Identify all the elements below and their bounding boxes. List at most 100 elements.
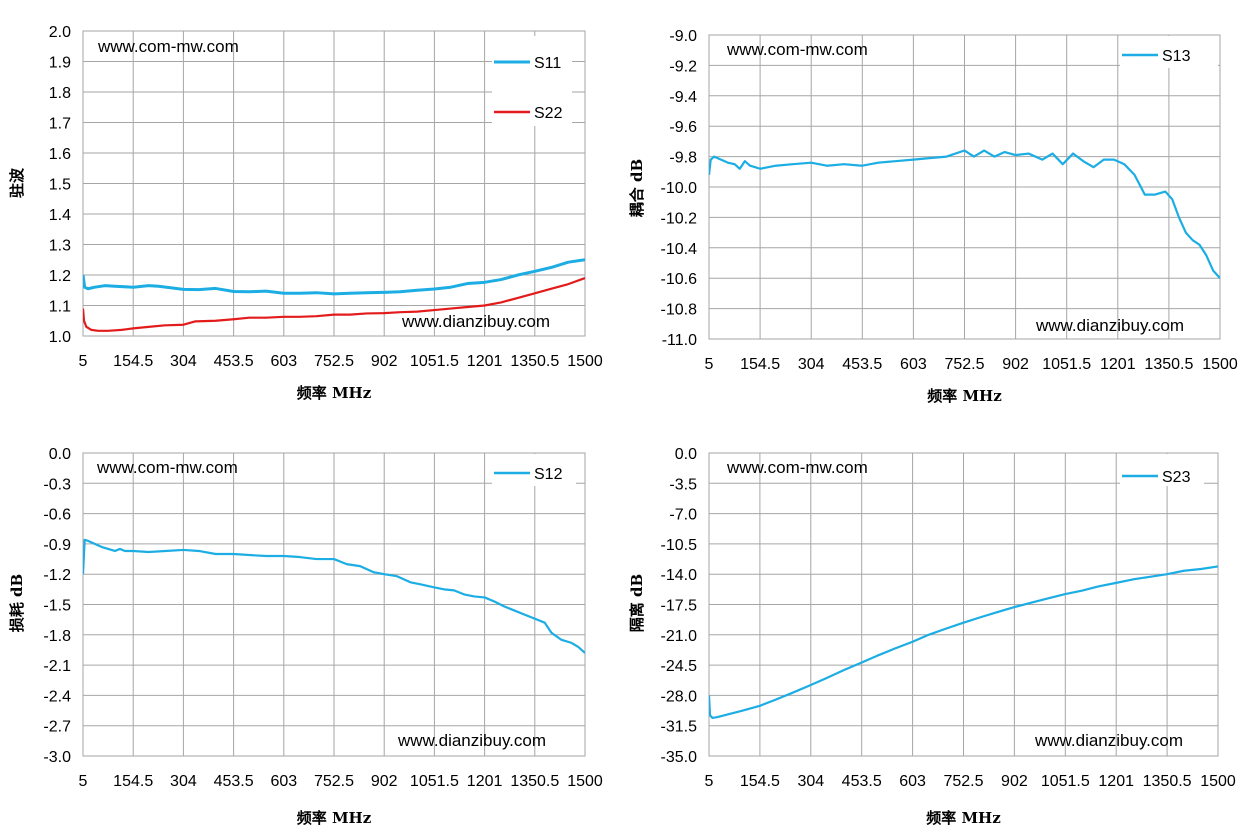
y-tick-label: -35.0 xyxy=(661,749,698,766)
y-tick-label: -10.2 xyxy=(661,210,698,227)
watermark-top: www.com-mw.com xyxy=(97,37,239,56)
y-tick-label: -0.9 xyxy=(43,537,71,554)
y-tick-label: -24.5 xyxy=(661,658,698,675)
x-tick-label: 1201 xyxy=(467,353,503,370)
legend-label-s23: S23 xyxy=(1162,469,1191,486)
y-axis-title: 驻波 xyxy=(8,167,26,198)
y-tick-label: 0.0 xyxy=(49,446,71,463)
x-tick-label: 902 xyxy=(1002,356,1029,373)
x-tick-label: 1201 xyxy=(1098,773,1134,790)
x-tick-label: 1051.5 xyxy=(410,773,459,790)
y-tick-label: -9.0 xyxy=(669,28,697,45)
y-tick-label: 1.8 xyxy=(49,85,71,102)
y-tick-label: -2.7 xyxy=(43,719,71,736)
x-tick-label: 304 xyxy=(797,773,824,790)
x-tick-label: 603 xyxy=(900,356,927,373)
x-tick-label: 1350.5 xyxy=(1144,356,1193,373)
x-tick-label: 902 xyxy=(1001,773,1028,790)
y-tick-label: -10.4 xyxy=(661,241,698,258)
y-tick-label: 1.9 xyxy=(49,55,71,72)
chart-1: 1.0 1.1 1.2 1.3 1.4 1.5 1.6 1.7 1.8 1.9 2.0 5 154.5 3… xyxy=(8,24,603,402)
x-tick-label: 5 xyxy=(79,353,88,370)
plot-frame xyxy=(708,34,1221,340)
y-tick-label: -0.3 xyxy=(43,476,71,493)
y-tick-label: -9.2 xyxy=(669,58,697,75)
x-tick-label: 752.5 xyxy=(314,353,354,370)
x-tick-label: 1350.5 xyxy=(510,353,559,370)
legend-label-s22: S22 xyxy=(534,105,563,122)
legend-label-s12: S12 xyxy=(534,466,563,483)
x-tick-label: 453.5 xyxy=(842,356,882,373)
x-tick-label: 453.5 xyxy=(214,773,254,790)
y-tick-label: -17.5 xyxy=(661,598,698,615)
x-tick-label: 453.5 xyxy=(842,773,882,790)
x-tick-label: 154.5 xyxy=(113,773,153,790)
x-tick-label: 1350.5 xyxy=(510,773,559,790)
y-axis-title: 隔离 dB xyxy=(628,574,646,632)
y-tick-label: 1.5 xyxy=(49,177,71,194)
series-line-s12 xyxy=(83,538,585,654)
y-tick-label: 1.1 xyxy=(49,299,71,316)
plot-frame xyxy=(82,452,586,757)
x-tick-label: 5 xyxy=(79,773,88,790)
chart-3: -3.0 -2.7 -2.4 -2.1 -1.8 -1.5 -1.2 -0.9 -0.6 -0.3… xyxy=(8,446,603,827)
x-tick-label: 752.5 xyxy=(943,773,983,790)
x-tick-label: 1051.5 xyxy=(410,353,459,370)
x-tick-label: 902 xyxy=(371,773,398,790)
y-tick-label: -1.8 xyxy=(43,628,71,645)
legend-label-s11: S11 xyxy=(534,55,561,72)
y-tick-label: -14.0 xyxy=(661,567,698,584)
y-tick-label: 1.7 xyxy=(49,116,71,133)
x-tick-label: 1350.5 xyxy=(1143,773,1192,790)
series-line-s23 xyxy=(709,565,1218,720)
watermark-bottom: www.dianzibuy.com xyxy=(397,731,546,750)
y-tick-label: 1.6 xyxy=(49,146,71,163)
x-tick-label: 1201 xyxy=(1100,356,1136,373)
legend-box xyxy=(1120,454,1204,486)
x-tick-label: 752.5 xyxy=(314,773,354,790)
series-line-s13 xyxy=(709,149,1220,279)
legend-box xyxy=(1120,36,1218,68)
y-tick-label: 1.2 xyxy=(49,268,71,285)
series-line-s11 xyxy=(83,258,585,296)
x-tick-label: 1201 xyxy=(467,773,503,790)
watermark-bottom: www.dianzibuy.com xyxy=(401,312,550,331)
x-tick-label: 603 xyxy=(899,773,926,790)
x-tick-label: 154.5 xyxy=(740,356,780,373)
y-tick-label: -10.0 xyxy=(661,180,698,197)
x-axis-title: 频率 MHz xyxy=(927,387,1002,405)
x-tick-label: 154.5 xyxy=(113,353,153,370)
y-tick-label: -28.0 xyxy=(661,688,698,705)
y-tick-label: -2.1 xyxy=(43,658,71,675)
y-tick-label: 0.0 xyxy=(675,446,697,463)
y-tick-label: -9.8 xyxy=(669,150,697,167)
x-tick-label: 1051.5 xyxy=(1041,773,1090,790)
y-tick-label: -31.5 xyxy=(661,719,698,736)
x-tick-label: 1500 xyxy=(567,353,603,370)
chart-4: -35.0 -31.5 -28.0 -24.5 -21.0 -17.5 -14.0 -10.5… xyxy=(628,446,1236,827)
x-tick-label: 752.5 xyxy=(944,356,984,373)
x-tick-label: 304 xyxy=(170,353,197,370)
y-tick-label: 1.4 xyxy=(49,207,71,224)
x-tick-label: 1051.5 xyxy=(1042,356,1091,373)
x-axis-title: 频率 MHz xyxy=(297,809,372,827)
watermark-bottom: www.dianzibuy.com xyxy=(1034,731,1183,750)
y-tick-label: -9.4 xyxy=(669,89,697,106)
watermark-top: www.com-mw.com xyxy=(96,458,238,477)
y-tick-label: -0.6 xyxy=(43,507,71,524)
y-tick-label: -3.5 xyxy=(669,476,697,493)
x-tick-label: 5 xyxy=(705,356,714,373)
legend-box xyxy=(492,454,576,486)
series-line-s22 xyxy=(83,277,585,332)
y-axis-title: 损耗 dB xyxy=(8,574,26,632)
y-tick-label: -21.0 xyxy=(661,628,698,645)
x-tick-label: 154.5 xyxy=(740,773,780,790)
x-tick-label: 5 xyxy=(705,773,714,790)
plot-frame xyxy=(82,30,586,337)
x-axis-title: 频率 MHz xyxy=(297,384,372,402)
y-tick-label: -9.6 xyxy=(669,119,697,136)
watermark-top: www.com-mw.com xyxy=(726,40,868,59)
plot-frame xyxy=(708,452,1219,757)
watermark-bottom: www.dianzibuy.com xyxy=(1035,316,1184,335)
watermark-top: www.com-mw.com xyxy=(726,458,868,477)
